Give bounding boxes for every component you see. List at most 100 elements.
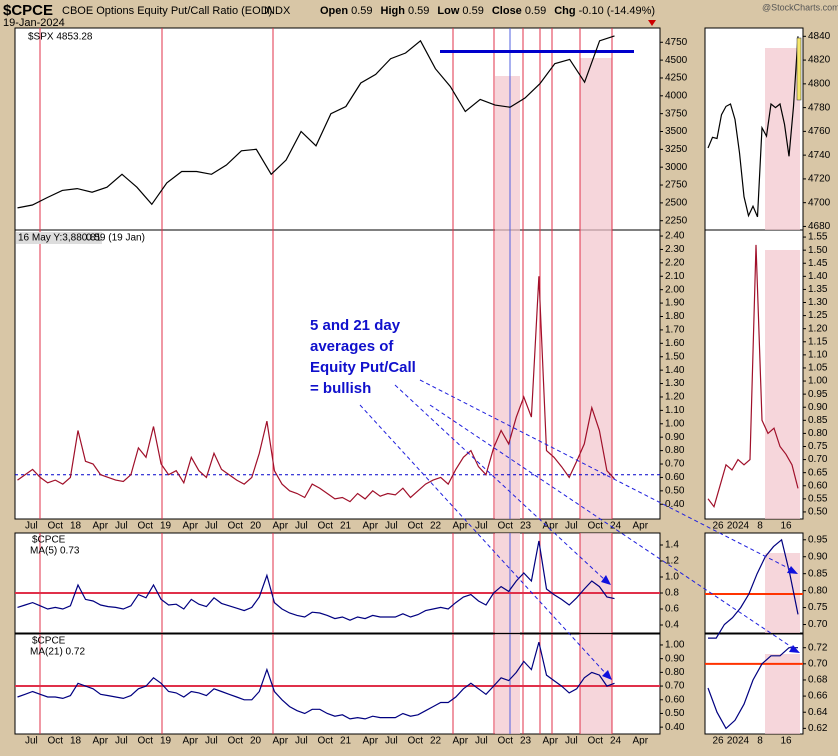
quote-label: High [381,5,406,17]
x-tick-label: 18 [70,521,82,532]
y-tick-label: 3250 [665,144,688,155]
x-tick-label: Jul [205,521,218,532]
x-tick-label: 18 [70,736,82,747]
y-tick-label: 0.62 [808,723,828,734]
y-tick-label: 1.60 [665,338,685,349]
y-tick-label: 1.70 [665,325,685,336]
annotation-line: = bullish [310,380,371,397]
x-tick-label: Apr [453,736,469,747]
shade [765,250,800,519]
y-tick-label: 0.80 [808,585,828,596]
y-tick-label: 1.15 [808,336,828,347]
shade [495,76,520,230]
x-tick-label: Oct [228,521,244,532]
quote-value: -0.10 (-14.49%) [579,5,655,17]
y-tick-label: 0.55 [808,493,828,504]
legend-text: MA(21) 0.72 [30,647,85,658]
y-tick-label: 0.72 [808,642,828,653]
x-tick-label: 8 [757,521,763,532]
series-line [17,276,615,503]
watermark: @StockCharts.com [762,2,838,12]
quote-value: 0.59 [462,5,483,17]
x-tick-label: Oct [318,736,334,747]
y-tick-label: 0.90 [808,551,828,562]
y-tick-label: 2250 [665,215,688,226]
x-tick-label: Apr [183,521,199,532]
arrow-line [394,384,607,582]
y-tick-label: 0.8 [665,588,679,599]
y-tick-label: 0.40 [665,499,685,510]
legend-text: MA(5) 0.73 [30,546,80,557]
y-tick-label: 0.80 [665,667,685,678]
y-tick-label: 0.50 [808,507,828,518]
shade [495,634,520,734]
legend-text: $SPX 4853.28 [28,32,93,43]
y-tick-label: 1.05 [808,363,828,374]
y-tick-label: 0.95 [808,534,828,545]
y-tick-label: 1.00 [665,418,685,429]
x-tick-label: Apr [93,521,109,532]
x-tick-label: Oct [498,521,514,532]
y-tick-label: 0.40 [665,722,685,733]
x-tick-label: Apr [273,521,289,532]
x-tick-label: 22 [430,521,442,532]
x-tick-label: Jul [25,521,38,532]
y-tick-label: 4250 [665,73,688,84]
shade [580,634,612,734]
shade [765,654,800,734]
x-tick-label: Oct [138,521,154,532]
y-tick-label: 1.45 [808,258,828,269]
x-tick-label: 24 [610,736,622,747]
y-tick-label: 0.90 [665,432,685,443]
x-tick-label: Jul [115,736,128,747]
y-tick-label: 0.70 [665,459,685,470]
x-tick-label: 23 [520,521,532,532]
y-tick-label: 0.75 [808,602,828,613]
shade [580,58,612,230]
y-tick-label: 1.4 [665,540,679,551]
x-tick-label: 8 [757,736,763,747]
y-tick-label: 0.80 [808,428,828,439]
x-tick-label: Jul [385,521,398,532]
y-tick-label: 4820 [808,55,831,66]
x-tick-label: Apr [543,736,559,747]
annotation-line: Equity Put/Call [310,359,416,376]
y-tick-label: 0.90 [665,653,685,664]
y-tick-label: 4800 [808,78,831,89]
series-line [17,35,615,209]
x-tick-label: 24 [610,521,622,532]
quote-label: Close [492,5,522,17]
x-tick-label: 2024 [727,736,750,747]
y-tick-label: 1.40 [665,365,685,376]
quote-label: Low [437,5,459,17]
x-tick-label: 20 [250,521,262,532]
x-tick-label: Jul [205,736,218,747]
shade [765,48,800,230]
y-tick-label: 4740 [808,150,831,161]
panels: 2250 2500 2750 3000 3250 3500 3750 4000 4250 4500… [14,27,831,747]
x-tick-label: Apr [363,736,379,747]
series-line [707,244,799,509]
quote-value: 0.59 [525,5,546,17]
series-line [17,642,615,720]
y-tick-label: 2.20 [665,257,685,268]
shade [495,533,520,633]
x-tick-label: 16 [780,521,792,532]
x-tick-label: Oct [588,521,604,532]
y-tick-label: 0.95 [808,389,828,400]
series-line [708,538,799,639]
y-tick-label: 0.60 [808,480,828,491]
y-tick-label: 0.60 [665,694,685,705]
y-tick-label: 0.50 [665,708,685,719]
arrow-heads [601,566,800,680]
y-tick-label: 0.66 [808,691,828,702]
legend-text: 16 May Y:3,880.81 [18,233,102,244]
x-tick-label: 22 [430,736,442,747]
y-tick-label: 2.00 [665,284,685,295]
y-tick-label: 0.85 [808,568,828,579]
y-tick-label: 0.64 [808,707,828,718]
date: 19-Jan-2024 [3,17,65,29]
exchange: INDX [264,5,291,17]
y-tick-label: 1.55 [808,232,828,243]
x-tick-label: Jul [565,521,578,532]
